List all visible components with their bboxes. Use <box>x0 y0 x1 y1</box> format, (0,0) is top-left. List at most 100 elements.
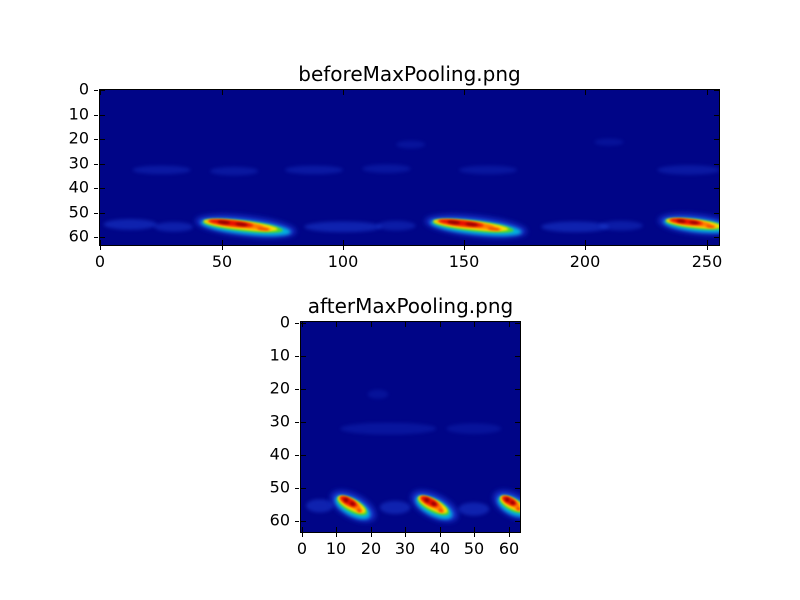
tick-mark <box>464 246 465 250</box>
activation-blob <box>331 490 376 522</box>
tick-mark <box>714 115 719 116</box>
background-noise <box>379 500 411 514</box>
tick-mark <box>515 455 520 456</box>
y-tick-label: 50 <box>269 477 290 497</box>
tick-mark <box>515 488 520 489</box>
background-noise <box>210 166 259 176</box>
background-noise <box>362 164 411 174</box>
tick-mark <box>405 527 406 532</box>
tick-mark <box>94 90 98 91</box>
background-noise <box>396 140 426 149</box>
x-tick-label: 20 <box>360 539 382 558</box>
x-tick-label: 100 <box>327 252 359 271</box>
tick-mark <box>222 90 223 95</box>
y-tick-label: 40 <box>68 177 89 197</box>
tick-mark <box>94 164 98 165</box>
y-tick-label: 20 <box>68 128 89 148</box>
tick-mark <box>100 188 105 189</box>
tick-mark <box>440 322 441 327</box>
tick-mark <box>585 240 586 245</box>
tick-mark <box>100 237 105 238</box>
tick-mark <box>94 139 98 140</box>
tick-mark <box>94 188 98 189</box>
tick-mark <box>100 246 101 250</box>
y-tick-label: 10 <box>269 345 290 365</box>
background-noise <box>284 165 344 175</box>
x-tick-label: 40 <box>429 539 451 558</box>
tick-mark <box>714 213 719 214</box>
tick-mark <box>464 90 465 95</box>
tick-mark <box>295 422 299 423</box>
tick-mark <box>707 240 708 245</box>
tick-mark <box>707 246 708 250</box>
tick-mark <box>100 90 101 95</box>
y-tick-label: 60 <box>269 510 290 530</box>
heatmap-plot-area <box>99 89 720 246</box>
background-noise <box>459 165 518 175</box>
tick-mark <box>336 322 337 327</box>
tick-mark <box>302 527 303 532</box>
tick-mark <box>343 90 344 95</box>
tick-mark <box>515 521 520 522</box>
tick-mark <box>100 213 105 214</box>
tick-mark <box>509 322 510 327</box>
x-tick-label: 150 <box>448 252 480 271</box>
tick-mark <box>515 422 520 423</box>
tick-mark <box>371 533 372 537</box>
tick-mark <box>295 455 299 456</box>
y-tick-label: 30 <box>269 411 290 431</box>
tick-mark <box>302 533 303 537</box>
tick-mark <box>100 90 105 91</box>
tick-mark <box>100 240 101 245</box>
background-noise <box>446 423 502 434</box>
background-noise <box>458 502 490 516</box>
background-noise <box>657 165 719 175</box>
background-noise <box>367 389 389 399</box>
y-tick-label: 20 <box>269 378 290 398</box>
tick-mark <box>515 356 520 357</box>
tick-mark <box>515 323 520 324</box>
tick-mark <box>714 90 719 91</box>
tick-mark <box>714 139 719 140</box>
tick-mark <box>222 246 223 250</box>
tick-mark <box>301 422 306 423</box>
tick-mark <box>714 164 719 165</box>
tick-mark <box>302 322 303 327</box>
tick-mark <box>343 240 344 245</box>
y-tick-label: 0 <box>279 312 290 332</box>
background-noise <box>376 220 416 231</box>
background-noise <box>306 499 334 513</box>
background-noise <box>132 165 191 175</box>
tick-mark <box>440 533 441 537</box>
tick-mark <box>301 389 306 390</box>
tick-mark <box>222 240 223 245</box>
tick-mark <box>405 533 406 537</box>
tick-mark <box>405 322 406 327</box>
x-tick-label: 0 <box>94 252 106 271</box>
background-noise <box>154 221 194 232</box>
tick-mark <box>301 455 306 456</box>
tick-mark <box>301 488 306 489</box>
tick-mark <box>94 213 98 214</box>
x-tick-label: 0 <box>296 539 308 558</box>
y-tick-label: 0 <box>78 79 89 99</box>
heatmap-image <box>103 138 719 238</box>
y-tick-label: 10 <box>68 104 89 124</box>
tick-mark <box>295 389 299 390</box>
tick-mark <box>295 488 299 489</box>
y-tick-label: 40 <box>269 444 290 464</box>
x-tick-label: 10 <box>325 539 347 558</box>
chart-title: beforeMaxPooling.png <box>298 62 521 86</box>
tick-mark <box>474 533 475 537</box>
y-tick-label: 60 <box>68 226 89 246</box>
tick-mark <box>301 521 306 522</box>
tick-mark <box>295 356 299 357</box>
activation-blob <box>411 490 458 522</box>
tick-mark <box>343 246 344 250</box>
tick-mark <box>295 323 299 324</box>
background-noise <box>541 221 609 233</box>
tick-mark <box>295 521 299 522</box>
tick-mark <box>474 527 475 532</box>
tick-mark <box>707 90 708 95</box>
